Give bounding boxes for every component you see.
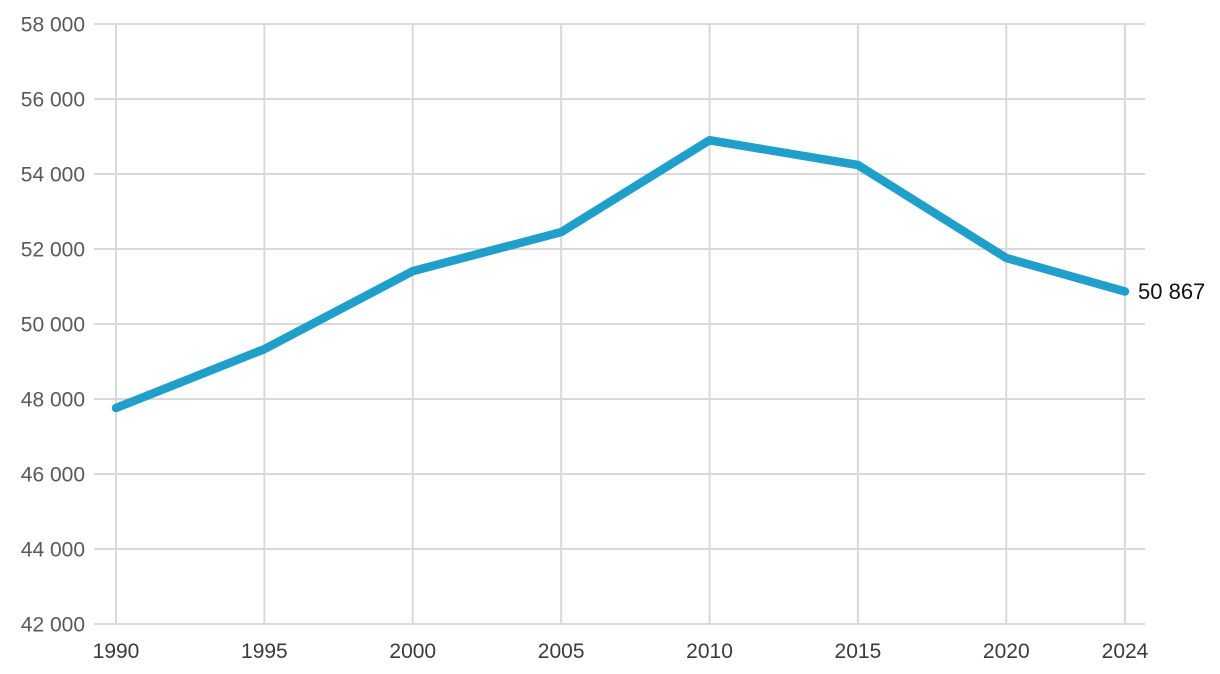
- x-axis-tick-label: 2020: [983, 640, 1030, 663]
- x-axis-tick-label: 2005: [538, 640, 585, 663]
- x-axis-tick-label: 2010: [686, 640, 733, 663]
- y-axis-tick-label: 42 000: [21, 614, 85, 637]
- x-axis-tick-label: 2000: [389, 640, 436, 663]
- x-axis-tick-label: 2024: [1102, 640, 1149, 663]
- y-axis-tick-label: 50 000: [21, 314, 85, 337]
- y-axis-tick-label: 52 000: [21, 239, 85, 262]
- y-axis-tick-label: 54 000: [21, 164, 85, 187]
- data-series-line: [111, 136, 1130, 413]
- x-axis-tick-label: 2015: [835, 640, 882, 663]
- y-axis-tick-label: 56 000: [21, 89, 85, 112]
- x-axis-tick-label: 1990: [93, 640, 140, 663]
- y-axis-tick-label: 58 000: [21, 14, 85, 37]
- y-axis-tick-label: 44 000: [21, 539, 85, 562]
- x-axis-tick-label: 1995: [241, 640, 288, 663]
- end-value-label: 50 867: [1138, 279, 1205, 304]
- y-axis-tick-label: 46 000: [21, 464, 85, 487]
- y-axis-tick-label: 48 000: [21, 389, 85, 412]
